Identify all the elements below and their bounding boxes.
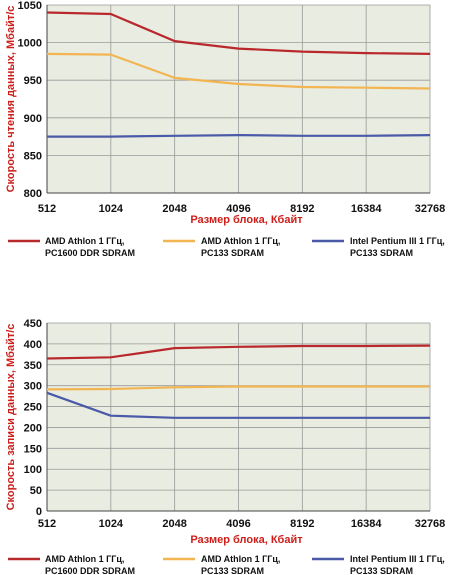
series-line-1: [46, 11, 431, 55]
legend-label-2: PC133 SDRAM: [201, 248, 264, 258]
legend-label-1: AMD Athlon 1 ГГц,: [45, 236, 124, 246]
x-tick-label: 4096: [226, 203, 250, 215]
x-tick-label: 512: [38, 203, 56, 215]
y-tick-label: 250: [24, 402, 42, 414]
x-axis-title: Размер блока, Кбайт: [190, 214, 303, 226]
y-tick-label: 350: [24, 360, 42, 372]
y-tick-label: 900: [24, 113, 42, 125]
y-tick-label: 200: [24, 422, 42, 434]
y-tick-label: 0: [36, 506, 42, 518]
y-tick-label: 450: [24, 318, 42, 330]
chart-1: 800 850 900 950 1000 1050 512 1024 2048 4096 8192 1…: [5, 0, 445, 258]
legend-label-3: PC133 SDRAM: [350, 248, 413, 258]
legend-label-1: PC1600 DDR SDRAM: [45, 248, 135, 258]
series-line-1: [46, 344, 431, 360]
y-tick-label: 300: [24, 381, 42, 393]
y-tick-label: 850: [24, 150, 42, 162]
x-axis-title: Размер блока, Кбайт: [190, 534, 303, 546]
legend-label-1: AMD Athlon 1 ГГц,: [45, 554, 124, 564]
x-tick-label: 4096: [226, 518, 250, 530]
y-tick-label: 1050: [18, 0, 42, 12]
chart-2: 0 50 100 150 200 250 300 350 400 450 512 1024 2048 40…: [5, 318, 445, 575]
y-tick-label: 50: [30, 485, 42, 497]
y-axis-title: Скорость записи данных, Мбайт/с: [5, 324, 17, 511]
x-tick-label: 16384: [351, 518, 382, 530]
y-tick-label: 150: [24, 443, 42, 455]
x-tick-label: 8192: [290, 203, 314, 215]
legend-label-3: Intel Pentium III 1 ГГц,: [350, 236, 445, 246]
y-axis-title: Скорость чтения данных, Мбайт/с: [5, 6, 17, 193]
y-tick-label: 1000: [18, 38, 42, 50]
x-tick-label: 16384: [351, 203, 382, 215]
series-line-2: [46, 385, 430, 391]
legend-label-2: AMD Athlon 1 ГГц,: [201, 236, 280, 246]
x-tick-label: 8192: [290, 518, 314, 530]
legend-label-2: PC133 SDRAM: [201, 566, 264, 575]
x-tick-label: 32768: [415, 203, 446, 215]
y-tick-label: 100: [24, 464, 42, 476]
x-tick-label: 32768: [415, 518, 446, 530]
series-line-3: [47, 134, 431, 138]
y-tick-label: 950: [24, 75, 42, 87]
y-tick-label: 400: [24, 339, 42, 351]
series-line-2: [46, 52, 431, 90]
x-tick-label: 1024: [99, 203, 124, 215]
x-tick-label: 1024: [99, 518, 124, 530]
x-tick-label: 2048: [162, 203, 186, 215]
legend-label-2: AMD Athlon 1 ГГц,: [201, 554, 280, 564]
x-tick-label: 512: [38, 518, 56, 530]
series-line-3: [46, 391, 430, 419]
legend-label-3: Intel Pentium III 1 ГГц,: [350, 554, 445, 564]
x-tick-label: 2048: [162, 518, 186, 530]
y-tick-label: 800: [24, 188, 42, 200]
legend-label-1: PC1600 DDR SDRAM: [45, 566, 135, 575]
legend-label-3: PC133 SDRAM: [350, 566, 413, 575]
